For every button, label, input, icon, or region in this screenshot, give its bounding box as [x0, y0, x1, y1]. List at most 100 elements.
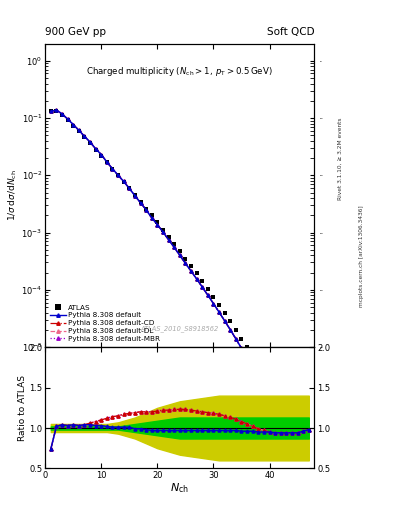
ATLAS [149, 212, 154, 219]
Pythia 8.308 default-MBR [200, 284, 205, 290]
ATLAS [262, 372, 266, 378]
Pythia 8.308 default-DL [60, 111, 64, 117]
Pythia 8.308 default-CD [166, 237, 171, 243]
Pythia 8.308 default-DL [110, 166, 115, 172]
Pythia 8.308 default-DL [284, 430, 289, 436]
Pythia 8.308 default-CD [48, 109, 53, 115]
Pythia 8.308 default-DL [245, 355, 250, 361]
Pythia 8.308 default-DL [222, 318, 227, 324]
Pythia 8.308 default-DL [178, 252, 182, 259]
Pythia 8.308 default-DL [267, 396, 272, 402]
Pythia 8.308 default-MBR [194, 276, 199, 282]
ATLAS [54, 108, 59, 114]
Pythia 8.308 default-DL [99, 152, 104, 158]
Legend: ATLAS, Pythia 8.308 default, Pythia 8.308 default-CD, Pythia 8.308 default-DL, P: ATLAS, Pythia 8.308 default, Pythia 8.30… [49, 303, 162, 344]
Pythia 8.308 default-MBR [239, 345, 244, 351]
Pythia 8.308 default-CD [65, 116, 70, 122]
Pythia 8.308 default-CD [71, 121, 75, 127]
Pythia 8.308 default [121, 178, 126, 184]
Pythia 8.308 default-MBR [183, 260, 188, 266]
Pythia 8.308 default-DL [105, 159, 109, 165]
ATLAS [217, 302, 221, 308]
Pythia 8.308 default-CD [132, 193, 137, 199]
Pythia 8.308 default-DL [116, 172, 121, 178]
Pythia 8.308 default-DL [166, 237, 171, 243]
Pythia 8.308 default-CD [105, 159, 109, 165]
Pythia 8.308 default-CD [239, 345, 244, 351]
Pythia 8.308 default-CD [267, 396, 272, 402]
Pythia 8.308 default-CD [290, 442, 294, 449]
Pythia 8.308 default-MBR [71, 121, 75, 127]
Pythia 8.308 default-DL [262, 386, 266, 392]
Pythia 8.308 default-CD [121, 178, 126, 184]
Text: Charged multiplicity ($N_\mathrm{ch}>1,\,p_\mathrm{T}>0.5\,\mathrm{GeV}$): Charged multiplicity ($N_\mathrm{ch}>1,\… [86, 65, 273, 78]
ATLAS [121, 179, 126, 185]
Pythia 8.308 default-MBR [178, 252, 182, 259]
ATLAS [284, 413, 289, 419]
Pythia 8.308 default-MBR [256, 375, 261, 381]
Line: Pythia 8.308 default-DL: Pythia 8.308 default-DL [49, 109, 310, 484]
Pythia 8.308 default-CD [200, 284, 205, 290]
ATLAS [77, 128, 81, 134]
ATLAS [93, 146, 98, 153]
Pythia 8.308 default [228, 327, 233, 333]
ATLAS [178, 248, 182, 254]
Pythia 8.308 default [54, 107, 59, 113]
Pythia 8.308 default-MBR [132, 193, 137, 199]
Pythia 8.308 default [71, 121, 75, 127]
Pythia 8.308 default-CD [228, 327, 233, 333]
ATLAS [88, 140, 92, 146]
ATLAS [127, 185, 132, 191]
Pythia 8.308 default [295, 454, 300, 460]
Pythia 8.308 default [132, 193, 137, 199]
Pythia 8.308 default-MBR [189, 268, 193, 274]
Pythia 8.308 default-MBR [144, 207, 149, 213]
Pythia 8.308 default-DL [239, 345, 244, 351]
Pythia 8.308 default [211, 301, 216, 307]
ATLAS [144, 206, 149, 212]
Pythia 8.308 default-DL [149, 215, 154, 221]
Pythia 8.308 default-MBR [301, 467, 305, 473]
Pythia 8.308 default [273, 407, 277, 413]
Pythia 8.308 default-MBR [121, 178, 126, 184]
Pythia 8.308 default-MBR [110, 166, 115, 172]
Pythia 8.308 default [290, 442, 294, 449]
ATLAS [222, 310, 227, 316]
Pythia 8.308 default-DL [138, 200, 143, 206]
Pythia 8.308 default [138, 200, 143, 206]
ATLAS [307, 478, 311, 484]
Pythia 8.308 default [222, 318, 227, 324]
Pythia 8.308 default [307, 480, 311, 486]
Pythia 8.308 default [178, 252, 182, 259]
Pythia 8.308 default-CD [82, 133, 87, 139]
ATLAS [155, 219, 160, 225]
Pythia 8.308 default-DL [256, 375, 261, 381]
ATLAS [250, 353, 255, 359]
ATLAS [200, 278, 205, 284]
ATLAS [65, 117, 70, 123]
Pythia 8.308 default-CD [250, 365, 255, 371]
ATLAS [245, 344, 250, 350]
ATLAS [105, 159, 109, 165]
Pythia 8.308 default-CD [127, 185, 132, 191]
Pythia 8.308 default-MBR [211, 301, 216, 307]
Pythia 8.308 default-MBR [77, 127, 81, 134]
Pythia 8.308 default-MBR [295, 454, 300, 460]
ATLAS [183, 255, 188, 262]
Pythia 8.308 default-CD [233, 336, 238, 342]
Pythia 8.308 default-CD [217, 309, 221, 315]
Pythia 8.308 default-CD [273, 407, 277, 413]
Pythia 8.308 default [217, 309, 221, 315]
Pythia 8.308 default-CD [138, 200, 143, 206]
Pythia 8.308 default-CD [178, 252, 182, 259]
Pythia 8.308 default [206, 292, 210, 298]
ATLAS [82, 134, 87, 140]
ATLAS [301, 449, 305, 455]
Pythia 8.308 default-MBR [290, 442, 294, 449]
Text: mcplots.cern.ch [arXiv:1306.3436]: mcplots.cern.ch [arXiv:1306.3436] [359, 205, 364, 307]
Pythia 8.308 default [144, 207, 149, 213]
ATLAS [172, 241, 176, 247]
Pythia 8.308 default [284, 430, 289, 436]
Pythia 8.308 default-MBR [284, 430, 289, 436]
Pythia 8.308 default-CD [88, 139, 92, 145]
